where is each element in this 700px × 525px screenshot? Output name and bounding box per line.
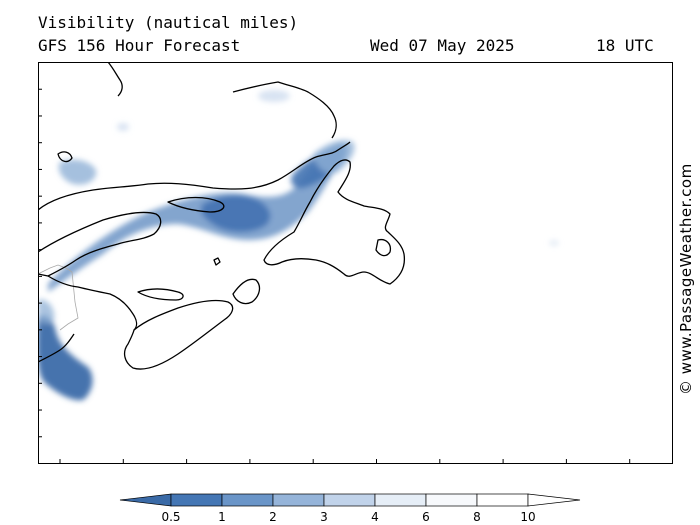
- colorbar-segment: [425, 493, 478, 507]
- colorbar-segment: [272, 493, 325, 507]
- low-visibility-areas: [38, 90, 559, 401]
- coastline-maine: [38, 333, 75, 363]
- colorbar-segment: [527, 493, 581, 507]
- colorbar-labels: 0.5 1 2 3 4 6 8 10: [161, 510, 535, 524]
- map-frame: [38, 62, 673, 464]
- forecast-time: 18 UTC: [596, 36, 654, 55]
- longitude-axis: 69W66W63W60W57W54W51W48W45W42W: [59, 459, 631, 463]
- maine-border-line: [38, 264, 79, 331]
- colorbar-segment: [374, 493, 427, 507]
- fog-area-north-light: [117, 123, 129, 131]
- coastline-cape-breton: [232, 278, 261, 305]
- colorbar-label: 10: [520, 510, 535, 524]
- fog-area-gulf-of-maine: [38, 315, 93, 401]
- fog-area-labrador: [313, 140, 355, 174]
- coastline-lake-north: [107, 62, 123, 97]
- watermark-text: © www.PassageWeather.com: [677, 163, 695, 395]
- colorbar-label: 2: [269, 510, 277, 524]
- colorbar-segment: [170, 493, 223, 507]
- coastline-quebec-north-shore: [38, 141, 351, 211]
- colorbar-segment: [119, 493, 172, 507]
- coastline-pei: [137, 288, 184, 301]
- coastlines: [38, 62, 406, 370]
- colorbar-label: 8: [473, 510, 481, 524]
- colorbar-label: 0.5: [161, 510, 180, 524]
- coastline-newfoundland: [263, 159, 406, 285]
- colorbar-label: 3: [320, 510, 328, 524]
- coastline-nova-scotia: [123, 299, 234, 370]
- visibility-colorbar: 0.5 1 2 3 4 6 8 10: [119, 493, 581, 524]
- fog-area-gulf-core: [201, 195, 271, 232]
- forecast-date: Wed 07 May 2025: [370, 36, 515, 55]
- colorbar-label: 4: [371, 510, 379, 524]
- latitude-axis: 55N54N53N52N51N50N49N48N47N46N45N44N43N4…: [38, 62, 42, 464]
- fog-area-maine-coast: [38, 299, 55, 324]
- coastline-labrador-north: [232, 81, 337, 139]
- chart-title: Visibility (nautical miles): [38, 13, 299, 32]
- colorbar-segment: [476, 493, 529, 507]
- colorbar-segment: [323, 493, 376, 507]
- coastline-new-brunswick: [47, 275, 138, 331]
- coastline-gaspe: [38, 211, 162, 277]
- colorbar-segment: [221, 493, 274, 507]
- visibility-map: 55N54N53N52N51N50N49N48N47N46N45N44N43N4…: [38, 62, 673, 464]
- fog-area-labrador-light: [258, 90, 290, 102]
- coastline-magdalen: [213, 257, 221, 266]
- coastline-avalon: [375, 238, 392, 257]
- fog-area-quebec-north: [58, 159, 97, 185]
- lake-outline: [57, 151, 73, 163]
- colorbar-boxes: [119, 493, 581, 507]
- fog-area-gulf: [48, 148, 344, 292]
- forecast-subtitle: GFS 156 Hour Forecast: [38, 36, 241, 55]
- colorbar-label: 1: [218, 510, 226, 524]
- colorbar-label: 6: [422, 510, 430, 524]
- coastline-anticosti: [167, 196, 225, 213]
- fog-area-east-light: [549, 240, 559, 246]
